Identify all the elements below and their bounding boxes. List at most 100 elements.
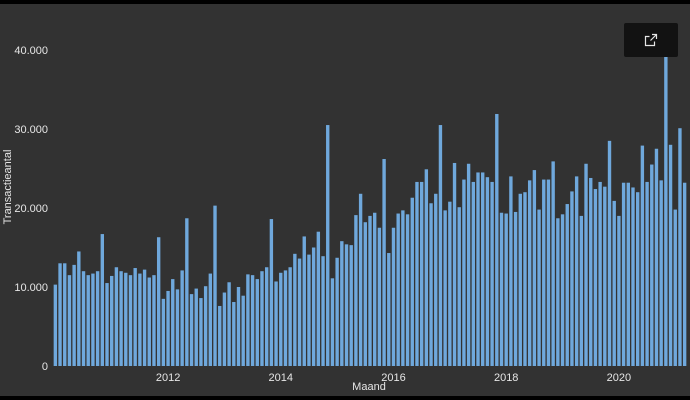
bar[interactable] bbox=[499, 212, 504, 366]
bar[interactable] bbox=[673, 209, 677, 366]
bar[interactable] bbox=[654, 148, 659, 366]
bar[interactable] bbox=[481, 172, 485, 366]
bar[interactable] bbox=[128, 275, 133, 366]
bar[interactable] bbox=[485, 177, 490, 366]
bar[interactable] bbox=[682, 182, 687, 366]
bar[interactable] bbox=[199, 298, 203, 366]
bar[interactable] bbox=[565, 204, 569, 366]
bar[interactable] bbox=[607, 140, 612, 366]
bar[interactable] bbox=[283, 270, 288, 366]
bar[interactable] bbox=[631, 187, 635, 366]
bar[interactable] bbox=[53, 284, 58, 366]
bar[interactable] bbox=[570, 191, 574, 366]
bar[interactable] bbox=[86, 275, 90, 366]
bar[interactable] bbox=[166, 290, 170, 366]
bar[interactable] bbox=[443, 210, 447, 366]
bar[interactable] bbox=[316, 231, 321, 366]
bar[interactable] bbox=[650, 164, 654, 366]
bar[interactable] bbox=[626, 182, 630, 366]
bar[interactable] bbox=[288, 267, 292, 366]
bar[interactable] bbox=[307, 254, 311, 366]
bar[interactable] bbox=[476, 172, 480, 366]
bar[interactable] bbox=[91, 273, 95, 366]
bar[interactable] bbox=[419, 181, 424, 366]
bar[interactable] bbox=[72, 264, 76, 366]
bar[interactable] bbox=[152, 275, 156, 366]
bar[interactable] bbox=[574, 176, 579, 366]
bar[interactable] bbox=[279, 272, 283, 366]
bar[interactable] bbox=[640, 145, 645, 366]
bar[interactable] bbox=[659, 180, 663, 366]
bar[interactable] bbox=[302, 236, 306, 366]
bar[interactable] bbox=[77, 251, 81, 366]
bar[interactable] bbox=[556, 218, 560, 366]
bar[interactable] bbox=[124, 272, 128, 366]
bar[interactable] bbox=[246, 274, 250, 366]
bar[interactable] bbox=[330, 278, 335, 366]
bar[interactable] bbox=[363, 222, 367, 366]
bar[interactable] bbox=[269, 219, 274, 366]
bar[interactable] bbox=[95, 271, 100, 366]
bar[interactable] bbox=[335, 257, 339, 366]
bar[interactable] bbox=[81, 271, 86, 366]
bar[interactable] bbox=[401, 210, 405, 366]
bar[interactable] bbox=[293, 253, 297, 366]
bar[interactable] bbox=[171, 279, 175, 366]
bar[interactable] bbox=[593, 189, 598, 366]
bar[interactable] bbox=[542, 179, 546, 366]
bar[interactable] bbox=[584, 163, 588, 366]
bar[interactable] bbox=[603, 186, 607, 366]
bar[interactable] bbox=[67, 275, 72, 366]
bar[interactable] bbox=[142, 269, 147, 366]
bar[interactable] bbox=[452, 162, 457, 366]
bar[interactable] bbox=[358, 193, 363, 366]
bar[interactable] bbox=[260, 271, 264, 366]
bar[interactable] bbox=[513, 211, 518, 366]
bar[interactable] bbox=[208, 273, 213, 366]
bar[interactable] bbox=[189, 294, 194, 366]
bar[interactable] bbox=[114, 267, 119, 366]
bar[interactable] bbox=[100, 234, 104, 366]
bar[interactable] bbox=[232, 302, 236, 366]
bar[interactable] bbox=[156, 237, 161, 366]
bar[interactable] bbox=[579, 215, 584, 366]
bar[interactable] bbox=[429, 203, 433, 366]
bar[interactable] bbox=[391, 227, 396, 366]
bar[interactable] bbox=[58, 263, 62, 366]
bar[interactable] bbox=[344, 244, 349, 366]
bar[interactable] bbox=[161, 298, 166, 366]
bar[interactable] bbox=[560, 214, 565, 366]
bar[interactable] bbox=[147, 277, 151, 366]
bar[interactable] bbox=[490, 181, 494, 366]
bar[interactable] bbox=[236, 287, 241, 366]
bar[interactable] bbox=[424, 169, 429, 366]
bar[interactable] bbox=[471, 181, 476, 366]
bar[interactable] bbox=[495, 113, 499, 367]
bar[interactable] bbox=[636, 192, 640, 366]
bar[interactable] bbox=[185, 218, 189, 366]
bar[interactable] bbox=[678, 128, 682, 366]
bar[interactable] bbox=[241, 295, 245, 366]
bar[interactable] bbox=[105, 283, 109, 366]
bar[interactable] bbox=[133, 268, 137, 366]
bar[interactable] bbox=[349, 245, 353, 366]
bar[interactable] bbox=[457, 207, 461, 366]
bar[interactable] bbox=[373, 212, 377, 366]
bar[interactable] bbox=[617, 215, 621, 366]
bar[interactable] bbox=[119, 271, 123, 366]
bar[interactable] bbox=[227, 282, 231, 366]
bar[interactable] bbox=[218, 305, 222, 366]
bar[interactable] bbox=[537, 209, 541, 366]
bar[interactable] bbox=[504, 213, 508, 366]
bar[interactable] bbox=[448, 201, 452, 366]
bar[interactable] bbox=[382, 159, 386, 366]
bar[interactable] bbox=[527, 180, 532, 366]
bar[interactable] bbox=[405, 214, 410, 366]
bar[interactable] bbox=[180, 270, 184, 366]
bar[interactable] bbox=[415, 181, 419, 366]
bar[interactable] bbox=[589, 177, 593, 366]
bar[interactable] bbox=[523, 192, 527, 366]
bar[interactable] bbox=[621, 182, 626, 366]
bar[interactable] bbox=[387, 253, 391, 366]
bar[interactable] bbox=[438, 125, 443, 366]
